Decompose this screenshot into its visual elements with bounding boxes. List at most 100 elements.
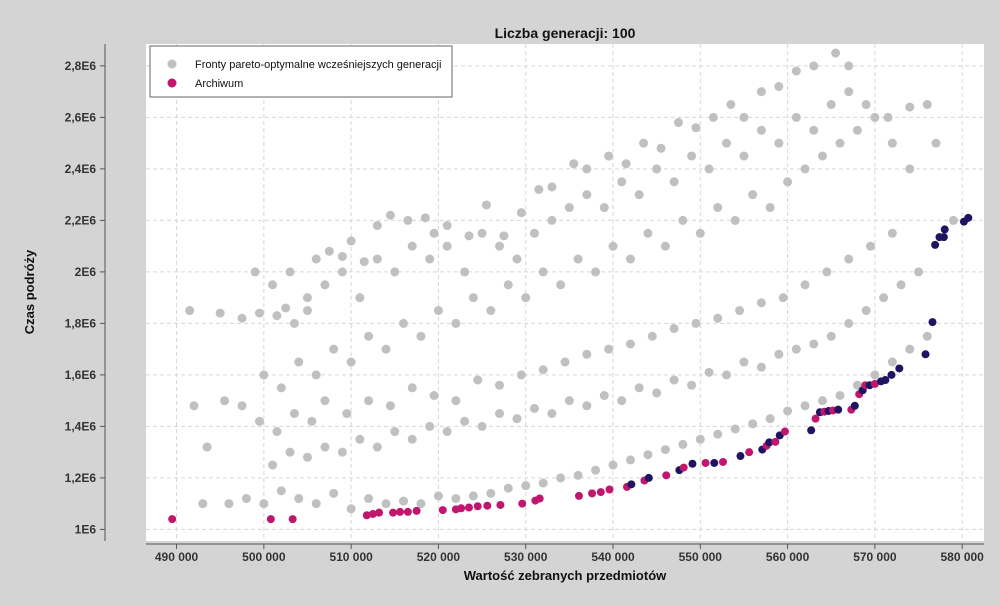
- scatter-point-previous-front: [429, 228, 439, 238]
- scatter-point-previous-front: [364, 396, 374, 406]
- scatter-point-previous-front: [359, 257, 369, 267]
- scatter-point-archive: [464, 503, 473, 512]
- scatter-point-previous-front: [499, 231, 509, 241]
- scatter-point-archive: [736, 452, 745, 461]
- scatter-point-previous-front: [294, 357, 304, 367]
- scatter-point-archive: [771, 437, 780, 446]
- scatter-point-previous-front: [948, 215, 958, 225]
- scatter-point-previous-front: [669, 177, 679, 187]
- scatter-point-archive: [473, 502, 482, 511]
- x-tick-label: 510 000: [329, 550, 373, 564]
- scatter-point-previous-front: [224, 499, 234, 509]
- scatter-point-previous-front: [730, 215, 740, 225]
- scatter-point-previous-front: [521, 293, 531, 303]
- scatter-point-previous-front: [721, 370, 731, 380]
- y-tick-label: 2,6E6: [65, 110, 97, 124]
- scatter-point-previous-front: [433, 306, 443, 316]
- scatter-point-previous-front: [420, 213, 430, 223]
- scatter-point-previous-front: [730, 424, 740, 434]
- scatter-point-previous-front: [905, 164, 915, 174]
- scatter-point-previous-front: [835, 391, 845, 401]
- x-ticks: 490 000 500 000 510 000 520 000 530 000 540 0…: [155, 544, 984, 564]
- scatter-point-previous-front: [556, 473, 566, 483]
- legend-swatch-archive: [167, 78, 177, 88]
- scatter-point-previous-front: [870, 370, 880, 380]
- scatter-point-previous-front: [425, 421, 435, 431]
- scatter-point-previous-front: [660, 445, 670, 455]
- scatter-point-previous-front: [254, 308, 264, 318]
- scatter-point-previous-front: [372, 221, 382, 231]
- scatter-point-previous-front: [852, 380, 862, 390]
- scatter-point-previous-front: [582, 164, 592, 174]
- scatter-point-archive: [375, 508, 384, 517]
- scatter-point-previous-front: [822, 267, 832, 277]
- scatter-point-previous-front: [608, 241, 618, 251]
- scatter-point-previous-front: [735, 306, 745, 316]
- scatter-point-previous-front: [809, 61, 819, 71]
- scatter-point-previous-front: [879, 293, 889, 303]
- scatter-point-archive: [588, 489, 597, 498]
- y-tick-label: 1,8E6: [65, 316, 97, 330]
- scatter-point-previous-front: [346, 236, 356, 246]
- scatter-point-previous-front: [870, 112, 880, 122]
- scatter-point-previous-front: [324, 246, 334, 256]
- scatter-point-previous-front: [556, 280, 566, 290]
- scatter-point-previous-front: [756, 87, 766, 97]
- scatter-point-previous-front: [425, 254, 435, 264]
- scatter-point-previous-front: [311, 499, 321, 509]
- scatter-point-previous-front: [320, 280, 330, 290]
- scatter-point-previous-front: [691, 318, 701, 328]
- scatter-point-archive: [266, 515, 275, 524]
- scatter-point-previous-front: [250, 267, 260, 277]
- scatter-point-archive: [921, 350, 930, 359]
- scatter-point-previous-front: [778, 293, 788, 303]
- scatter-point-archive: [895, 364, 904, 373]
- scatter-point-previous-front: [337, 447, 347, 457]
- scatter-point-previous-front: [569, 159, 579, 169]
- scatter-point-previous-front: [416, 331, 426, 341]
- scatter-point-previous-front: [831, 48, 841, 58]
- scatter-point-previous-front: [905, 102, 915, 112]
- scatter-point-previous-front: [800, 164, 810, 174]
- scatter-point-previous-front: [669, 375, 679, 385]
- x-axis-title: Wartość zebranych przedmiotów: [464, 568, 667, 583]
- scatter-point-previous-front: [407, 434, 417, 444]
- scatter-point-previous-front: [695, 228, 705, 238]
- scatter-point-previous-front: [320, 396, 330, 406]
- scatter-point-previous-front: [385, 401, 395, 411]
- scatter-point-previous-front: [844, 61, 854, 71]
- x-tick-label: 540 000: [591, 550, 635, 564]
- scatter-point-previous-front: [481, 200, 491, 210]
- scatter-point-archive: [168, 515, 177, 524]
- scatter-point-previous-front: [364, 494, 374, 504]
- y-tick-label: 2,8E6: [65, 59, 97, 73]
- scatter-point-previous-front: [355, 293, 365, 303]
- scatter-point-previous-front: [302, 306, 312, 316]
- scatter-point-previous-front: [381, 499, 391, 509]
- scatter-point-previous-front: [599, 203, 609, 213]
- scatter-point-previous-front: [826, 100, 836, 110]
- scatter-point-previous-front: [202, 442, 212, 452]
- scatter-point-previous-front: [704, 164, 714, 174]
- x-tick-label: 550 000: [679, 550, 723, 564]
- scatter-point-previous-front: [774, 81, 784, 91]
- scatter-point-archive: [939, 233, 948, 242]
- scatter-point-previous-front: [281, 303, 291, 313]
- scatter-point-previous-front: [311, 254, 321, 264]
- scatter-point-archive: [887, 370, 896, 379]
- scatter-point-previous-front: [617, 396, 627, 406]
- scatter-point-archive: [535, 494, 544, 503]
- scatter-point-previous-front: [582, 401, 592, 411]
- scatter-point-previous-front: [468, 293, 478, 303]
- y-tick-label: 1,6E6: [65, 368, 97, 382]
- scatter-point-previous-front: [809, 339, 819, 349]
- scatter-point-previous-front: [237, 313, 247, 323]
- scatter-point-previous-front: [564, 396, 574, 406]
- scatter-point-previous-front: [254, 416, 264, 426]
- scatter-point-previous-front: [198, 499, 208, 509]
- scatter-point-previous-front: [669, 324, 679, 334]
- scatter-point-previous-front: [451, 318, 461, 328]
- scatter-point-previous-front: [429, 391, 439, 401]
- scatter-point-archive: [518, 499, 527, 508]
